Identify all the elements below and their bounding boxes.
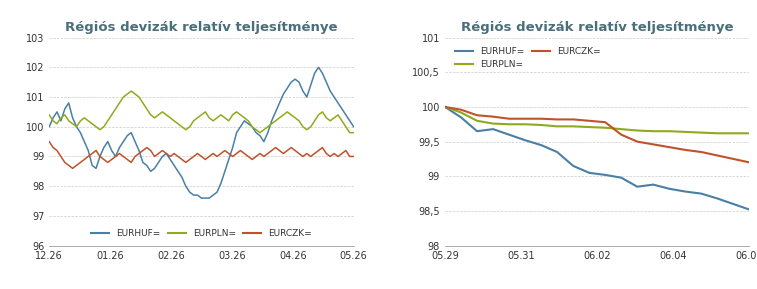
Legend: EURHUF=, EURPLN=, EURCZK=: EURHUF=, EURPLN=, EURCZK= — [453, 44, 603, 72]
Title: Régiós devizák relatív teljesítménye: Régiós devizák relatív teljesítménye — [65, 21, 338, 34]
Title: Régiós devizák relatív teljesítménye: Régiós devizák relatív teljesítménye — [461, 21, 734, 34]
Legend: EURHUF=, EURPLN=, EURCZK=: EURHUF=, EURPLN=, EURCZK= — [88, 227, 315, 241]
